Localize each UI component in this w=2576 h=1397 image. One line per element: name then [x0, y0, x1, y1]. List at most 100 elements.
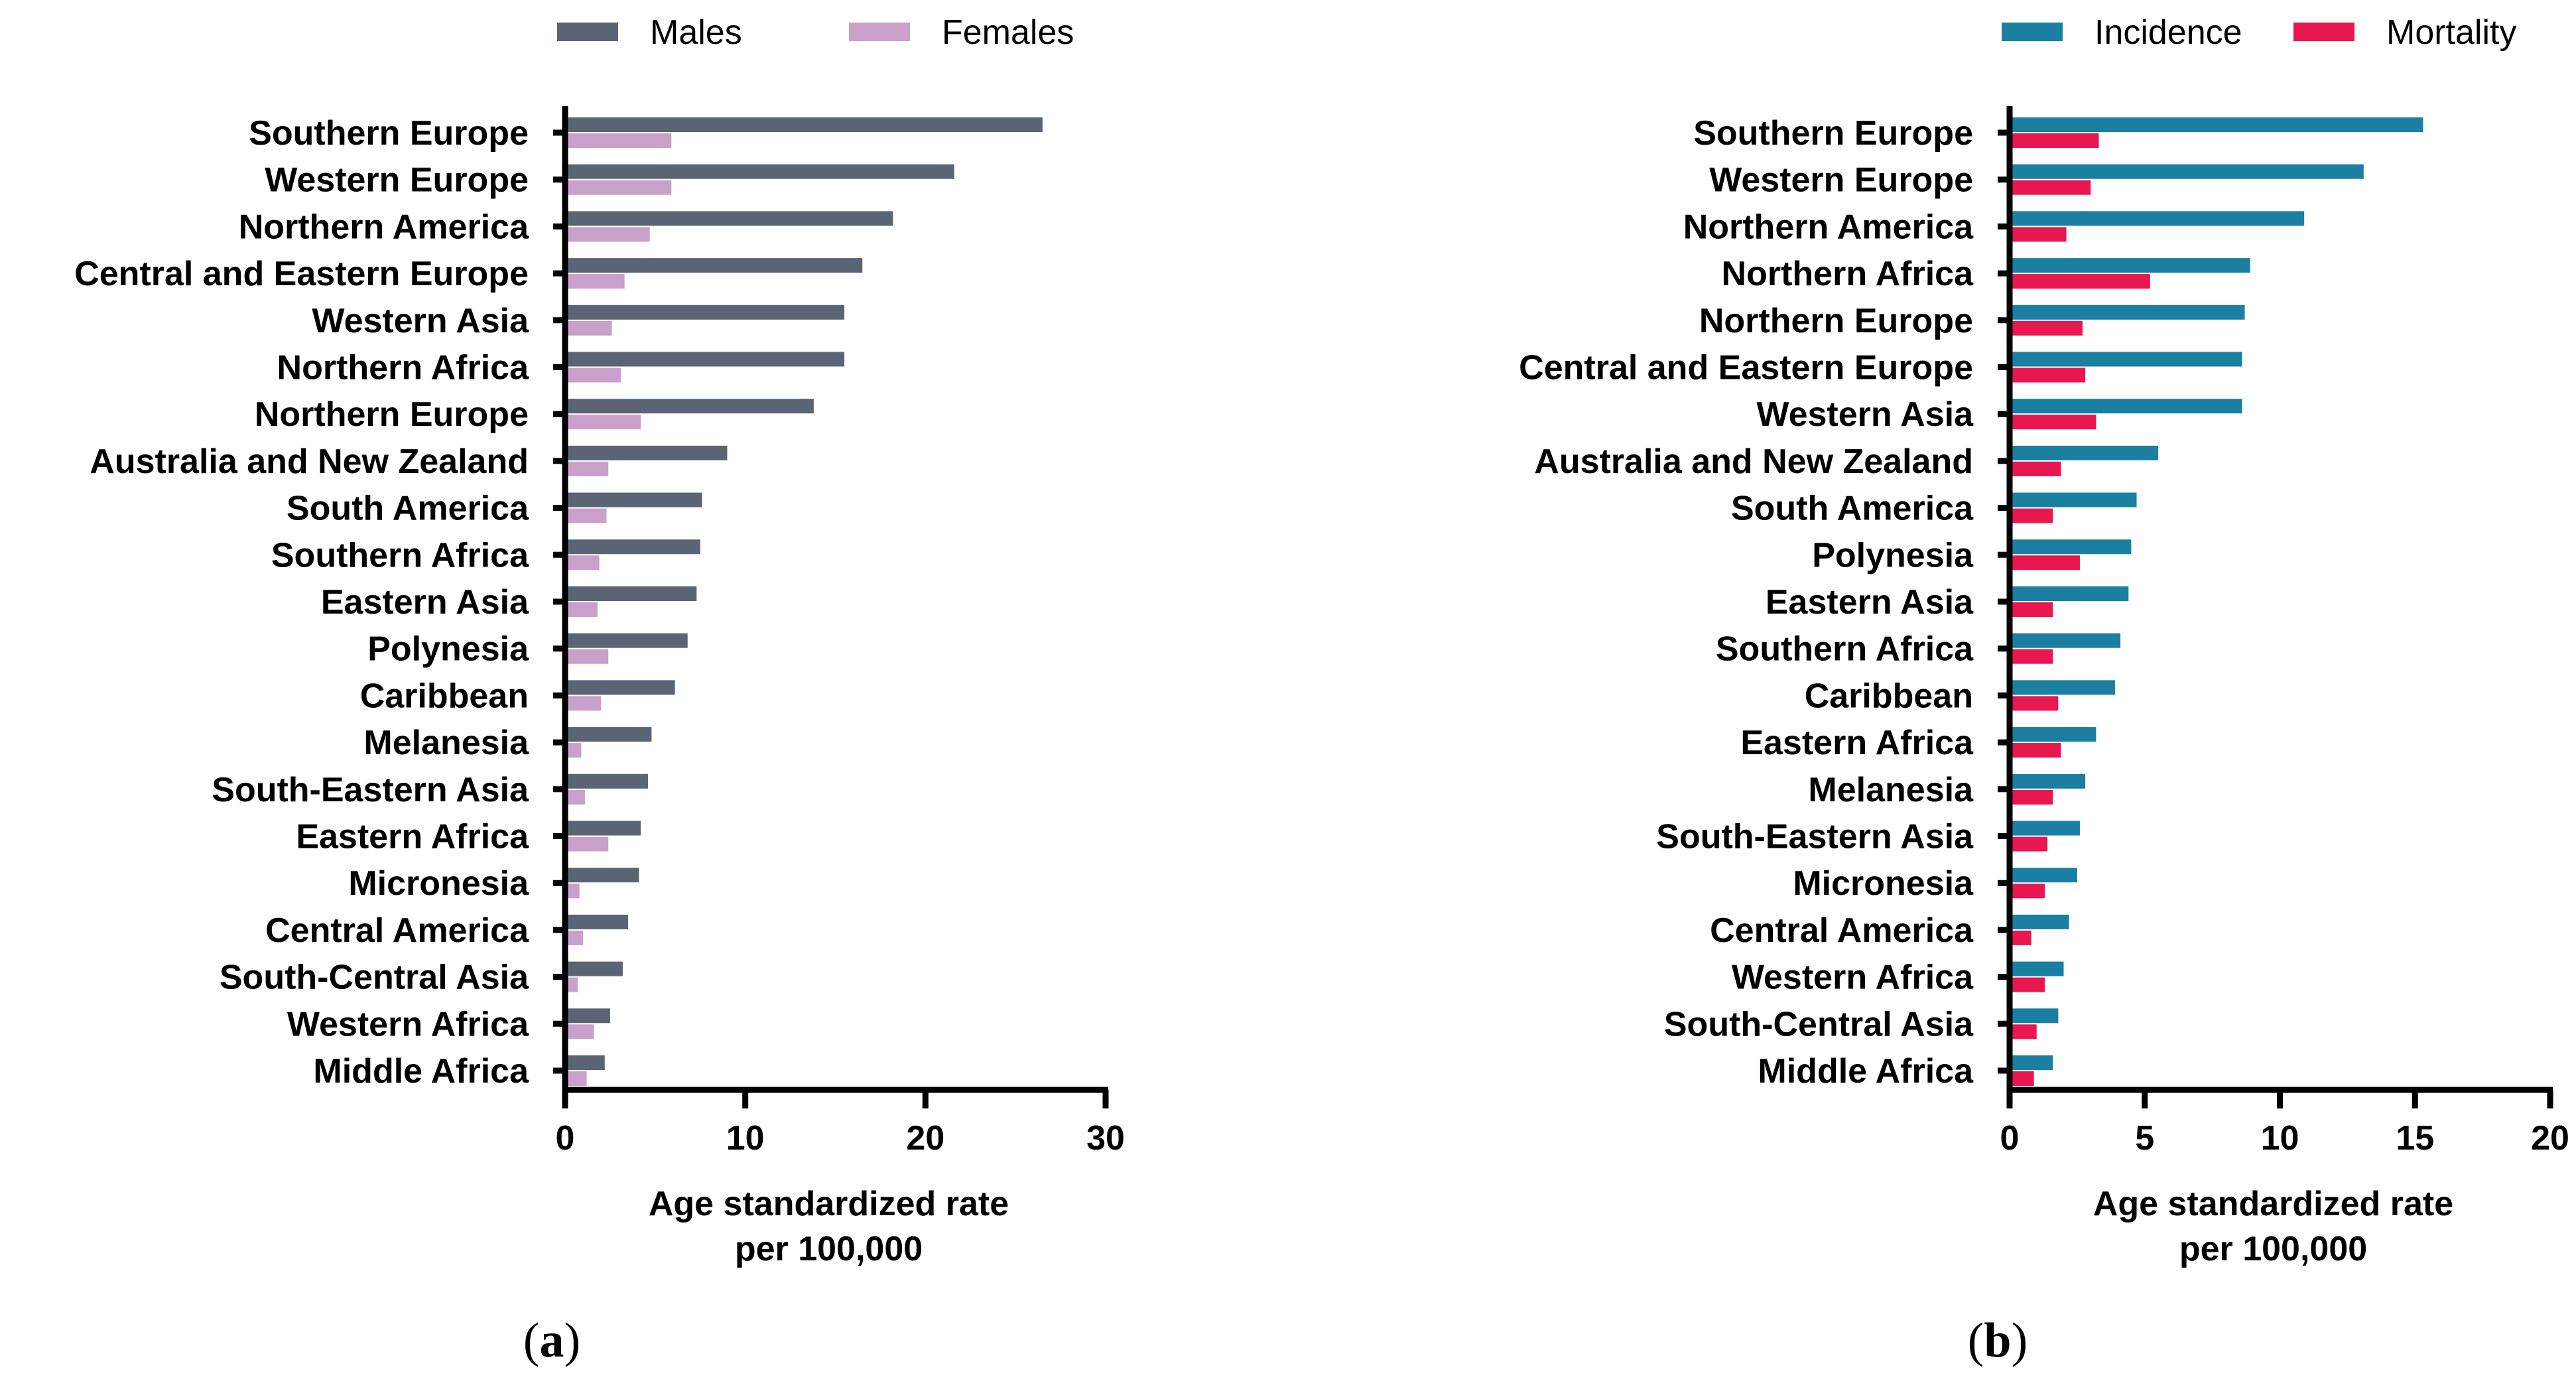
panel-b-x-tick-label: 5 — [2135, 1119, 2154, 1158]
panel-b-category-label: Melanesia — [1808, 771, 1974, 809]
panel-a-bar-males — [565, 633, 688, 648]
panel-a-bar-males — [565, 961, 623, 976]
panel-a-bar-females — [565, 133, 672, 148]
panel-a-bar-females — [565, 367, 621, 383]
panel-a-x-axis-title-line2: per 100,000 — [735, 1230, 923, 1268]
panel-b-x-axis-title: Age standardized rate — [2093, 1185, 2453, 1223]
panel-b-bar-mortality — [2010, 884, 2045, 899]
panel-a-bar-females — [565, 555, 600, 570]
panel-a-bar-males — [565, 727, 652, 742]
panel-b-bar-mortality — [2010, 789, 2053, 805]
panel-b-category-label: Central America — [1710, 911, 1974, 950]
panel-a-category-label: Western Asia — [312, 302, 529, 340]
panel-a-bar-males — [565, 1055, 605, 1070]
panel-a-bar-females — [565, 649, 609, 664]
panel-b-bar-mortality — [2010, 649, 2053, 664]
panel-a-category-label: Western Europe — [265, 161, 529, 200]
panel-a-bar-males — [565, 914, 629, 929]
panel-b-category-label: Eastern Asia — [1766, 583, 1974, 622]
panel-a-legend-swatch-females — [849, 23, 910, 41]
panel-a-category-label: Southern Europe — [249, 114, 529, 153]
panel-a-category-label: Polynesia — [367, 630, 529, 669]
panel-b-bar-incidence — [2010, 821, 2080, 836]
panel-b-bar-incidence — [2010, 492, 2137, 507]
panel-b-bar-incidence — [2010, 914, 2069, 929]
panel-b-label: (b) — [1968, 1313, 2028, 1368]
panel-b-bar-mortality — [2010, 227, 2067, 242]
panel-a-x-tick-label: 10 — [726, 1119, 765, 1158]
panel-b-bar-mortality — [2010, 930, 2031, 945]
panel-b-bar-incidence — [2010, 164, 2364, 179]
panel-a-bar-males — [565, 258, 863, 273]
panel-b-category-label: South-Central Asia — [1664, 1005, 1974, 1043]
panel-a-bar-females — [565, 977, 578, 992]
panel-a-bar-males — [565, 304, 845, 320]
panel-b-bar-mortality — [2010, 180, 2091, 195]
panel-b-bar-incidence — [2010, 773, 2086, 789]
panel-a-bar-males — [565, 399, 814, 414]
panel-a-bar-females — [565, 789, 585, 805]
panel-b-bar-mortality — [2010, 1024, 2037, 1039]
panel-a-bar-females — [565, 602, 598, 617]
panel-b-category-label: Eastern Africa — [1740, 724, 1974, 762]
panel-b-bar-incidence — [2010, 445, 2159, 460]
panel-a-bar-males — [565, 539, 700, 555]
panel-a-x-tick-label: 30 — [1086, 1119, 1125, 1158]
panel-a-bar-females — [565, 743, 582, 758]
panel-a-bar-females — [565, 227, 650, 242]
panel-a-bar-males — [565, 821, 641, 836]
panel-a-legend-label-females: Females — [942, 13, 1074, 52]
panel-a-category-label: South-Eastern Asia — [212, 771, 529, 809]
panel-b-bar-incidence — [2010, 1008, 2059, 1024]
panel-b-bar-incidence — [2010, 539, 2132, 555]
panel-a-category-label: Northern America — [239, 208, 529, 246]
panel-b-x-tick-label: 15 — [2396, 1119, 2434, 1158]
panel-b-bar-incidence — [2010, 1055, 2053, 1070]
panel-a-bar-females — [565, 930, 584, 945]
panel-b-bar-mortality — [2010, 1071, 2034, 1086]
panel-b-category-label: Northern Africa — [1722, 255, 1974, 293]
panel-b-category-label: Central and Eastern Europe — [1519, 349, 1973, 387]
panel-b-category-label: Northern Europe — [1699, 302, 1973, 340]
panel-b-bar-mortality — [2010, 743, 2061, 758]
panel-b-bar-mortality — [2010, 696, 2059, 711]
panel-b-bar-mortality — [2010, 508, 2053, 523]
panel-b-bar-incidence — [2010, 633, 2121, 648]
panel-a-category-label: Caribbean — [360, 677, 529, 715]
panel-a-bar-females — [565, 1024, 594, 1039]
panel-a-x-tick-label: 20 — [906, 1119, 944, 1158]
panel-a-bar-males — [565, 1008, 610, 1024]
panel-a-bar-males — [565, 352, 845, 367]
panel-b-bar-incidence — [2010, 586, 2129, 601]
panel-a-category-label: Eastern Asia — [321, 583, 529, 622]
panel-a-legend-label-males: Males — [650, 13, 742, 52]
panel-a-category-label: Western Africa — [287, 1005, 529, 1043]
panel-b-bar-incidence — [2010, 117, 2423, 132]
panel-a-bar-females — [565, 696, 602, 711]
panel-b-chart: Incidence Mortality Southern Europe Western… — [1519, 13, 2569, 1368]
panel-b-bar-mortality — [2010, 274, 2150, 289]
panel-b-category-label: South America — [1731, 490, 1974, 528]
panel-b-bar-incidence — [2010, 258, 2250, 273]
panel-a-category-label: Australia and New Zealand — [90, 442, 529, 481]
panel-a-category-label: Melanesia — [363, 724, 529, 762]
panel-b-category-label: Southern Europe — [1693, 114, 1973, 153]
panel-b-bar-mortality — [2010, 415, 2096, 430]
panel-b-bar-incidence — [2010, 961, 2064, 976]
panel-a-category-label: South-Central Asia — [220, 959, 529, 997]
panel-b-category-label: Caribbean — [1805, 677, 1973, 715]
panel-a-bar-females — [565, 508, 607, 523]
panel-a-bar-females — [565, 1071, 587, 1086]
panel-b-legend-swatch-incidence — [2002, 23, 2063, 41]
panel-b-bar-incidence — [2010, 868, 2077, 883]
panel-b-bar-incidence — [2010, 304, 2245, 320]
panel-b-legend-label-mortality: Mortality — [2386, 13, 2516, 52]
panel-b-bar-mortality — [2010, 461, 2061, 476]
panel-b-x-tick-label: 20 — [2531, 1119, 2569, 1158]
panel-a-category-label: Southern Africa — [271, 536, 529, 574]
panel-b-bar-mortality — [2010, 133, 2099, 148]
panel-b-category-label: Western Africa — [1732, 959, 1974, 997]
panel-a-x-tick-label: 0 — [556, 1119, 575, 1158]
panel-a-category-label: Central and Eastern Europe — [74, 255, 529, 293]
